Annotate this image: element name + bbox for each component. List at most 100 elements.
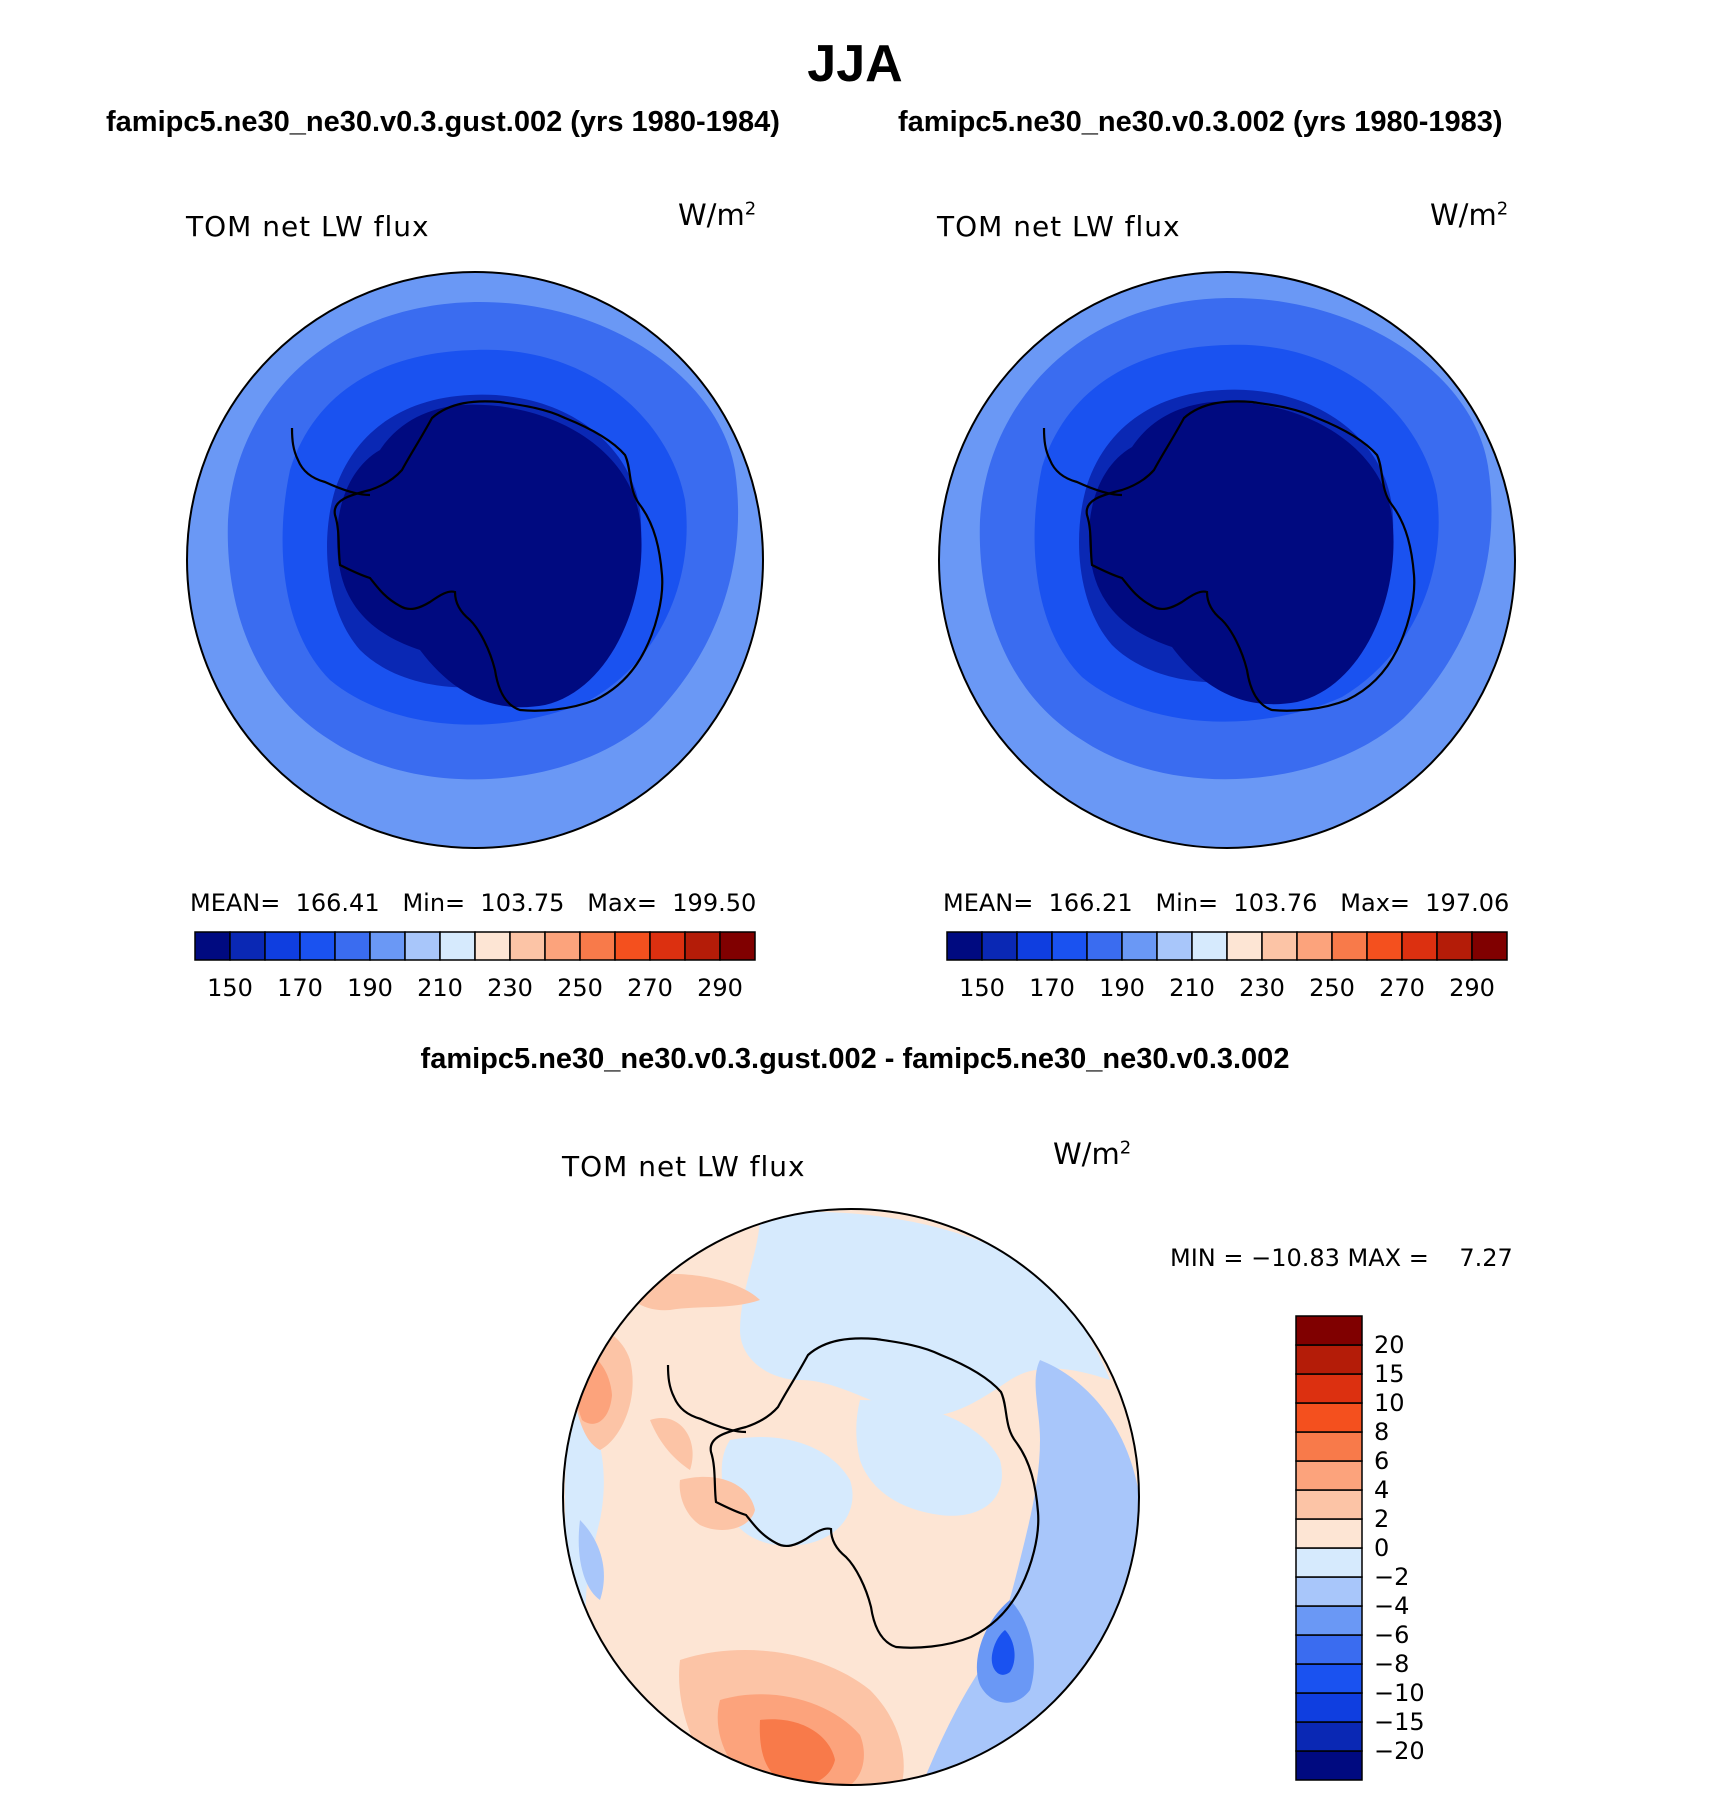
panel2-colorbar-box	[1226, 931, 1263, 961]
panel1-colorbar-tick-label: 290	[697, 974, 743, 1002]
diff-variable-label: TOM net LW flux	[562, 1150, 806, 1183]
panel1-colorbar-box	[544, 931, 581, 961]
panel2-colorbar-box	[1471, 931, 1508, 961]
panel2-colorbar-box	[946, 931, 983, 961]
panel2-colorbar-box	[1121, 931, 1158, 961]
panel1-colorbar-box	[439, 931, 476, 961]
panel1-colorbar-tick-label: 150	[207, 974, 253, 1002]
panel1-map	[186, 271, 764, 849]
panel2-colorbar-box	[1436, 931, 1473, 961]
panel1-colorbar-box	[369, 931, 406, 961]
diff-colorbar-box	[1295, 1634, 1363, 1665]
diff-colorbar-box	[1295, 1402, 1363, 1433]
panel2-colorbar-tick-label: 210	[1169, 974, 1215, 1002]
panel1-colorbar-tick-label: 250	[557, 974, 603, 1002]
season-title: JJA	[807, 35, 903, 93]
panel2-colorbar-tick-label: 250	[1309, 974, 1355, 1002]
diff-colorbar-tick-label: −6	[1374, 1621, 1409, 1649]
diff-stats: MIN = −10.83 MAX = 7.27	[1170, 1244, 1513, 1272]
diff-peninsula	[666, 1364, 747, 1434]
panel1-colorbar-box	[264, 931, 301, 961]
panel1-colorbar-box	[299, 931, 336, 961]
panel2-colorbar-box	[1016, 931, 1053, 961]
panel2-colorbar-box	[1156, 931, 1193, 961]
panel2-field	[939, 272, 1515, 848]
panel1-colorbar-box	[614, 931, 651, 961]
diff-map	[562, 1208, 1140, 1786]
panel1-colorbar-box	[404, 931, 441, 961]
panel2-colorbar-box	[1401, 931, 1438, 961]
panel2-colorbar-tick-label: 170	[1029, 974, 1075, 1002]
panel1-colorbar-tick-label: 210	[417, 974, 463, 1002]
panel2-colorbar-box	[1051, 931, 1088, 961]
panel2-peninsula	[1042, 427, 1123, 497]
diff-colorbar-box	[1295, 1344, 1363, 1375]
panel2-colorbar-box	[1296, 931, 1333, 961]
panel1-colorbar-box	[194, 931, 231, 961]
panel2-colorbar-box	[1366, 931, 1403, 961]
diff-colorbar-box	[1295, 1315, 1363, 1346]
diff-colorbar-tick-label: −2	[1374, 1563, 1409, 1591]
diff-colorbar-box	[1295, 1750, 1363, 1781]
diff-colorbar-box	[1295, 1518, 1363, 1549]
diff-colorbar-box	[1295, 1692, 1363, 1723]
diff-units: W/m2	[1053, 1137, 1132, 1171]
diff-colorbar-tick-label: −8	[1374, 1650, 1409, 1678]
panel1-colorbar-tick-label: 230	[487, 974, 533, 1002]
difference-title: famipc5.ne30_ne30.v0.3.gust.002 - famipc…	[420, 1043, 1290, 1075]
panel2-colorbar-box	[981, 931, 1018, 961]
panel2-colorbar-tick-label: 290	[1449, 974, 1495, 1002]
diff-colorbar-tick-label: −15	[1374, 1708, 1425, 1736]
panel2-colorbar-box	[1261, 931, 1298, 961]
diff-colorbar-box	[1295, 1721, 1363, 1752]
diff-colorbar-box	[1295, 1489, 1363, 1520]
panel1-colorbar-box	[229, 931, 266, 961]
panel2-colorbar-box	[1191, 931, 1228, 961]
panel2-colorbar-tick-label: 230	[1239, 974, 1285, 1002]
panel1-case-title: famipc5.ne30_ne30.v0.3.gust.002 (yrs 198…	[106, 106, 780, 138]
diff-colorbar-box	[1295, 1431, 1363, 1462]
diff-colorbar-box	[1295, 1663, 1363, 1694]
diff-colorbar-box	[1295, 1460, 1363, 1491]
panel2-map-border	[938, 271, 1516, 849]
panel1-units: W/m2	[678, 198, 757, 232]
diff-colorbar-tick-label: 20	[1374, 1331, 1405, 1359]
panel1-map-border	[186, 271, 764, 849]
panel1-colorbar-tick-label: 170	[277, 974, 323, 1002]
diff-colorbar-tick-label: 8	[1374, 1418, 1389, 1446]
diff-colorbar-box	[1295, 1605, 1363, 1636]
panel1-colorbar-tick-label: 190	[347, 974, 393, 1002]
panel2-coastline	[1085, 400, 1416, 712]
panel2-variable-label: TOM net LW flux	[937, 210, 1181, 243]
panel1-colorbar-box	[509, 931, 546, 961]
panel2-map	[938, 271, 1516, 849]
panel1-colorbar-box	[649, 931, 686, 961]
diff-colorbar-tick-label: −10	[1374, 1679, 1425, 1707]
diff-colorbar-box	[1295, 1547, 1363, 1578]
panel1-peninsula	[290, 427, 371, 497]
diff-colorbar-tick-label: −20	[1374, 1737, 1425, 1765]
panel1-colorbar-box	[719, 931, 756, 961]
panel1-colorbar-box	[474, 931, 511, 961]
panel1-colorbar-box	[579, 931, 616, 961]
panel2-units: W/m2	[1430, 198, 1509, 232]
panel1-variable-label: TOM net LW flux	[186, 210, 430, 243]
diff-colorbar-box	[1295, 1576, 1363, 1607]
panel2-colorbar-tick-label: 270	[1379, 974, 1425, 1002]
diff-colorbar-tick-label: −4	[1374, 1592, 1409, 1620]
panel1-colorbar-box	[684, 931, 721, 961]
panel1-stats: MEAN= 166.41 Min= 103.75 Max= 199.50	[190, 889, 757, 917]
panel1-field	[187, 272, 763, 848]
panel2-colorbar-box	[1331, 931, 1368, 961]
panel2-colorbar-tick-label: 150	[959, 974, 1005, 1002]
panel1-coastline	[333, 400, 664, 712]
diff-colorbar-tick-label: 4	[1374, 1476, 1389, 1504]
panel2-colorbar-box	[1086, 931, 1123, 961]
panel1-colorbar-box	[334, 931, 371, 961]
diff-colorbar-box	[1295, 1373, 1363, 1404]
diff-colorbar-tick-label: 15	[1374, 1360, 1405, 1388]
diff-colorbar-tick-label: 0	[1374, 1534, 1389, 1562]
panel2-case-title: famipc5.ne30_ne30.v0.3.002 (yrs 1980-198…	[898, 106, 1503, 138]
diff-map-border	[562, 1208, 1140, 1786]
